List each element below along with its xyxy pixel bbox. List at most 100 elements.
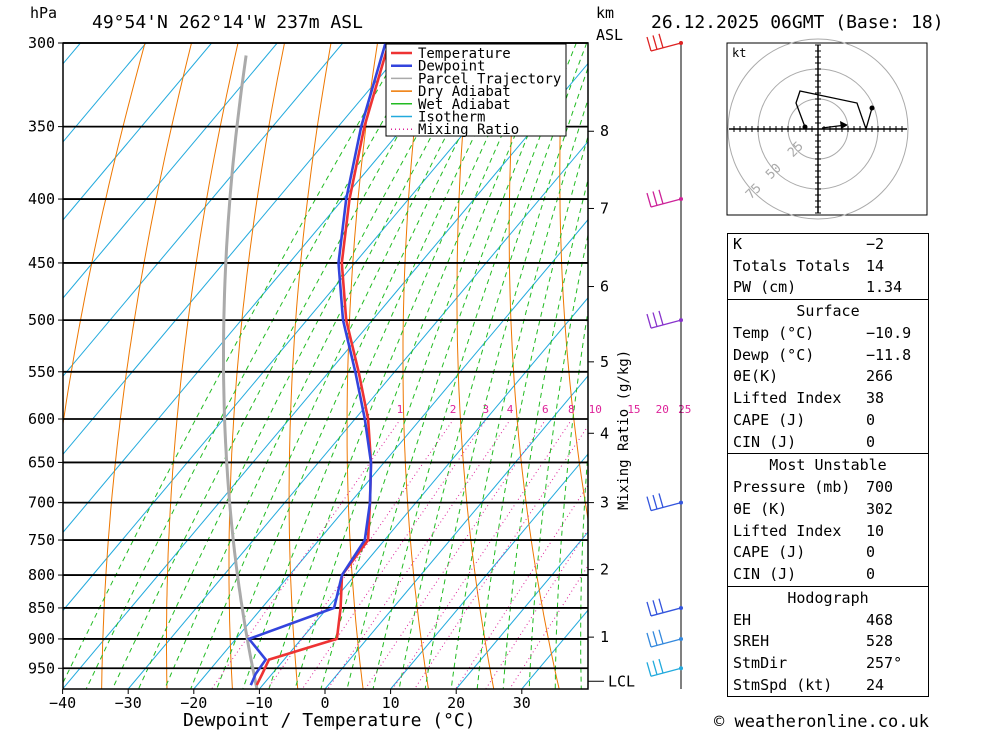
isotherm-line [63,43,475,534]
stat-value: 468 [866,610,894,629]
stat-value: 24 [866,675,885,694]
temperature-line [255,43,391,686]
pressure-label: 900 [28,630,55,648]
stat-label: EH [733,610,752,629]
legend-label: Mixing Ratio [418,122,519,138]
stat-label: StmSpd (kt) [733,675,833,694]
wet-adiabat-line [216,43,508,689]
wet-adiabat-line [242,43,520,689]
stat-value: 0 [866,543,876,562]
km-tick-label: 3 [600,494,609,512]
stat-label: StmDir [733,654,788,672]
stat-value: 0 [866,564,876,583]
mixing-ratio-line [301,418,488,689]
stat-row-surface-cin: CIN (J) 0 [728,432,928,454]
isotherm-line [193,218,588,689]
dry-adiabat-line [456,43,495,689]
stat-row-mu-cin: CIN (J) 0 [728,564,928,586]
dry-adiabat-line [228,43,285,689]
pressure-label: 700 [28,494,55,512]
wind-barb [646,658,682,677]
isotherm-line [63,43,541,612]
pressure-label: 300 [28,34,55,52]
hodograph-header: Hodograph [728,585,928,610]
datetime-title: 26.12.2025 06GMT (Base: 18) [651,12,944,33]
stat-value: 257° [866,654,903,672]
x-tick-label: −20 [180,694,207,712]
stat-label: Totals Totals [733,256,851,275]
km-tick-label: 5 [600,353,609,371]
wet-adiabat-line [164,43,483,689]
mixing-ratio-line [485,528,588,689]
stat-label: SREH [733,632,770,651]
isotherm-line [63,62,588,689]
isotherm-line [259,297,588,689]
mixing-ratio-line [266,418,455,689]
wind-barb [646,33,682,52]
mixing-ratio-label: 15 [627,403,640,416]
mixing-ratio-label: 1 [397,403,404,416]
hodograph-unit-label: kt [732,46,746,60]
stat-label: θE (K) [733,499,788,518]
mixing-ratio-line [509,564,588,689]
isotherm-line [390,453,588,689]
x-tick-label: −10 [246,694,273,712]
x-tick-label: 20 [447,694,465,712]
km-tick-label: 1 [600,628,609,646]
mixing-ratio-label: 25 [678,403,691,416]
pressure-label: 850 [28,599,55,617]
stat-row-surface-dewp: Dewp (°C) −11.8 [728,345,928,367]
isotherm-line [63,43,147,143]
wet-adiabat-line [398,43,588,689]
hodograph: kt 25 50 75 [726,38,928,220]
isotherm-line [455,531,588,689]
wet-adiabat-line [190,43,496,689]
wet-adiabat-line [476,134,588,689]
stat-label: θE(K) [733,367,779,386]
mixing-ratio-line [327,418,512,689]
legend-label: Parcel Trajectory [418,71,561,87]
most-unstable-header: Most Unstable [728,453,928,477]
wind-barb [646,598,682,617]
dry-adiabat-line [346,43,378,689]
asl-unit-label: ASL [596,26,623,44]
stat-label: CAPE (J) [733,410,806,429]
pressure-label: 650 [28,453,55,471]
pressure-label: 600 [28,410,55,428]
legend-label: Isotherm [418,110,485,126]
stat-label: CIN (J) [733,564,797,583]
wet-adiabat-line [111,43,451,689]
x-tick-label: 30 [513,694,531,712]
stat-value: 700 [866,478,894,497]
dewpoint-line [246,43,387,686]
lcl-label: LCL [608,672,635,690]
pressure-label: 450 [28,254,55,272]
mixing-ratio-label: 8 [568,403,575,416]
stat-label: Dewp (°C) [733,345,815,364]
legend-label: Dry Adiabat [418,84,511,100]
copyright-footer: © weatheronline.co.uk [714,712,929,732]
stat-value: 528 [866,632,894,651]
km-tick-label: 7 [600,199,609,217]
pressure-label: 550 [28,363,55,381]
stat-value: −11.8 [866,345,912,364]
wind-barb [646,629,682,648]
x-tick-label: −30 [115,694,142,712]
stat-row-pw: PW (cm) 1.34 [728,277,928,299]
stat-row-surface-temp: Temp (°C) −10.9 [728,323,928,345]
pressure-label: 350 [28,118,55,136]
mixing-ratio-label: 20 [656,403,669,416]
stat-value: 266 [866,367,894,386]
mixing-ratio-line [210,418,402,689]
stat-value: 0 [866,410,876,429]
wind-barb [646,493,682,512]
stat-label: Lifted Index [733,389,842,408]
wet-adiabat-line [320,43,555,689]
isotherm-line [63,43,213,221]
isotherm-line [63,43,278,299]
wet-adiabat-line [63,43,406,684]
legend-label: Wet Adiabat [418,97,511,113]
pressure-label: 750 [28,531,55,549]
